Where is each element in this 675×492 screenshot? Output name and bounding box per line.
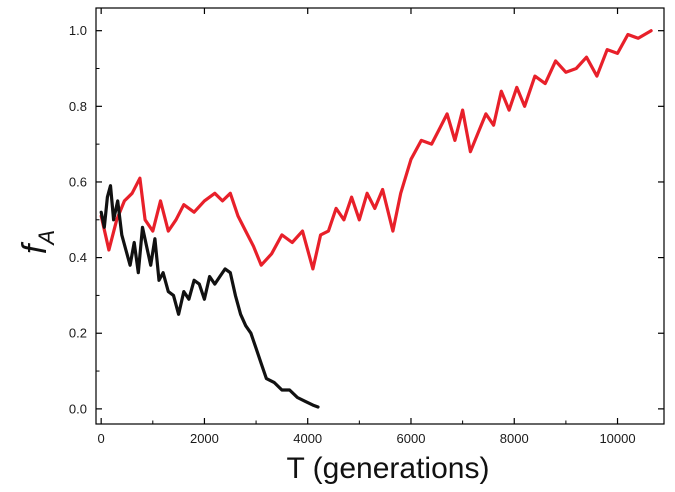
plot-marks <box>99 29 653 409</box>
y-axis-title: fA <box>16 230 59 254</box>
y-tick-label: 1.0 <box>69 23 87 38</box>
series-line-1 <box>99 29 653 271</box>
x-tick-label: 0 <box>98 431 105 446</box>
y-tick-label: 0.6 <box>69 174 87 189</box>
x-tick-label: 6000 <box>397 431 426 446</box>
series-line-2 <box>99 184 320 409</box>
x-axis-title: T (generations) <box>287 452 490 485</box>
y-axis-title-subscript: A <box>34 230 59 247</box>
x-tick-label: 4000 <box>293 431 322 446</box>
y-tick-label: 0.8 <box>69 99 87 114</box>
x-tick-label: 2000 <box>190 431 219 446</box>
y-tick-label: 0.4 <box>69 250 87 265</box>
axes: 0 2000 4000 6000 8000 10000 0.0 0.2 0.4 0.6 0.8 1.0 <box>69 7 665 446</box>
x-tick-label: 8000 <box>500 431 529 446</box>
x-tick-label: 10000 <box>599 431 635 446</box>
y-tick-label: 0.0 <box>69 401 87 416</box>
plot-frame <box>95 7 665 425</box>
y-tick-label: 0.2 <box>69 326 87 341</box>
